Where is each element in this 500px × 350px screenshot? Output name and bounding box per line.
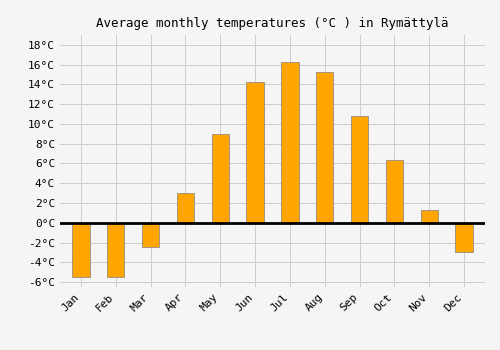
Bar [212, 134, 229, 223]
Bar [246, 83, 264, 223]
Bar [281, 62, 298, 223]
Bar [142, 223, 160, 247]
Bar [176, 193, 194, 223]
Bar [316, 71, 334, 223]
Bar [456, 223, 473, 252]
Title: Average monthly temperatures (°C ) in Rymättylä: Average monthly temperatures (°C ) in Ry… [96, 17, 449, 30]
Bar [386, 160, 403, 223]
Bar [72, 223, 90, 277]
Bar [351, 116, 368, 223]
Bar [107, 223, 124, 277]
Bar [420, 210, 438, 223]
